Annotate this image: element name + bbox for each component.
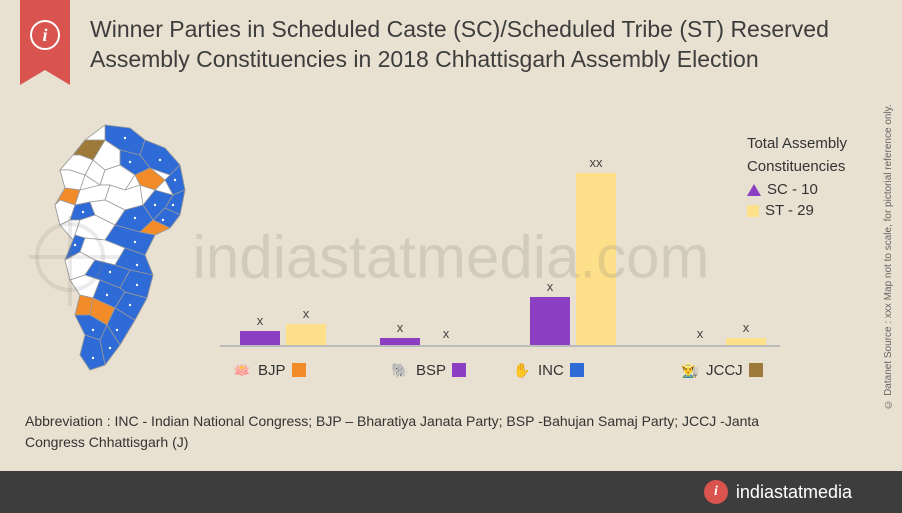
party-name: BJP bbox=[258, 362, 286, 379]
party-icon: 🪷 bbox=[232, 360, 252, 380]
bar-sc: x bbox=[680, 344, 720, 345]
bar-st: x bbox=[426, 344, 466, 345]
bar-group-inc: xxx bbox=[530, 173, 616, 345]
page-title: Winner Parties in Scheduled Caste (SC)/S… bbox=[90, 15, 872, 75]
abbreviation-text: Abbreviation : INC - Indian National Con… bbox=[25, 411, 782, 453]
party-name: INC bbox=[538, 362, 564, 379]
bar-sc: x bbox=[240, 331, 280, 345]
bar-value-label: x bbox=[443, 326, 450, 341]
bar-group-bjp: xx bbox=[240, 324, 326, 345]
bar-value-label: xx bbox=[590, 155, 603, 170]
party-swatch bbox=[292, 363, 306, 377]
party-swatch bbox=[749, 363, 763, 377]
chart-baseline bbox=[220, 345, 780, 347]
bar-st: xx bbox=[576, 173, 616, 345]
party-label-inc: ✋ INC bbox=[512, 360, 584, 380]
bar-sc: x bbox=[380, 338, 420, 345]
party-label-bjp: 🪷 BJP bbox=[232, 360, 306, 380]
bar-value-label: x bbox=[257, 313, 264, 328]
party-label-jccj: 👨‍🌾 JCCJ bbox=[680, 360, 763, 380]
info-icon: i bbox=[30, 20, 60, 50]
party-swatch bbox=[570, 363, 584, 377]
brand-icon: i bbox=[704, 480, 728, 504]
party-swatch bbox=[452, 363, 466, 377]
bar-group-jccj: xx bbox=[680, 338, 766, 345]
party-icon: ✋ bbox=[512, 360, 532, 380]
party-name: JCCJ bbox=[706, 362, 743, 379]
infographic-container: i Winner Parties in Scheduled Caste (SC)… bbox=[0, 0, 902, 513]
bar-st: x bbox=[286, 324, 326, 345]
party-icon: 🐘 bbox=[390, 360, 410, 380]
bar-value-label: x bbox=[397, 320, 404, 335]
bar-chart: xx🪷BJPxx🐘BSPxxx✋INCxx👨‍🌾JCCJ bbox=[220, 120, 780, 380]
party-label-bsp: 🐘 BSP bbox=[390, 360, 466, 380]
header-ribbon: i bbox=[20, 0, 70, 70]
bar-value-label: x bbox=[303, 306, 310, 321]
footer-brand: i indiastatmedia bbox=[704, 480, 852, 504]
footer: i indiastatmedia bbox=[0, 471, 902, 513]
source-note: © Datanet Source : xxx Map not to scale,… bbox=[883, 104, 894, 409]
party-name: BSP bbox=[416, 362, 446, 379]
bar-value-label: x bbox=[547, 279, 554, 294]
watermark-crosshair-icon bbox=[35, 222, 105, 292]
bar-sc: x bbox=[530, 297, 570, 345]
bar-value-label: x bbox=[697, 326, 704, 341]
bar-group-bsp: xx bbox=[380, 338, 466, 345]
bar-value-label: x bbox=[743, 320, 750, 335]
party-icon: 👨‍🌾 bbox=[680, 360, 700, 380]
footer-brand-text: indiastatmedia bbox=[736, 482, 852, 503]
bar-st: x bbox=[726, 338, 766, 345]
